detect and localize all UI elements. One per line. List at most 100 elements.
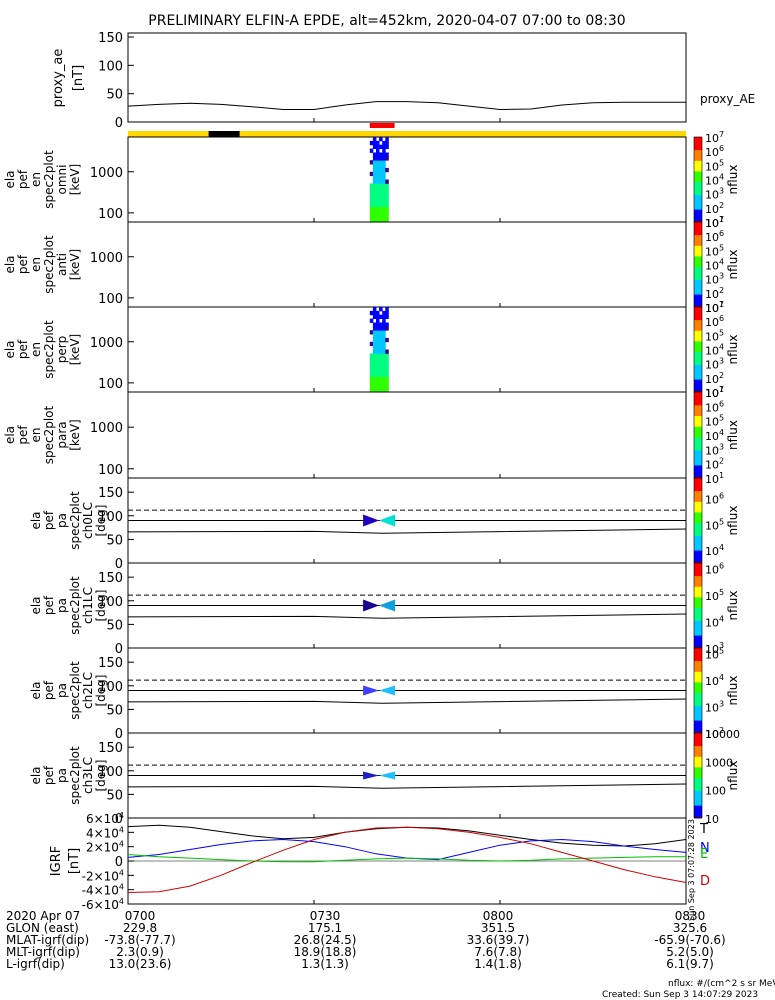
- ch_anti-ylabel-5: [keV]: [68, 249, 82, 280]
- ch3-colorbar-segment: [694, 747, 702, 751]
- ch2-colorbar-segment: [694, 707, 702, 710]
- ch_omni-colorbar-label: nflux: [726, 165, 740, 195]
- ch2-colorbar-segment: [694, 694, 702, 698]
- ch2-ytick-label: 0: [115, 727, 123, 742]
- ch_perp-ytick-label: 100: [98, 377, 123, 392]
- ch0-colorbar-segment: [694, 507, 702, 511]
- ch_omni-colorbar-segment: [694, 185, 702, 189]
- ch_omni-spectrogram-cell: [385, 152, 389, 157]
- ch2-colorbar-tick: 102: [705, 726, 724, 741]
- ch_anti-colorbar-segment: [694, 253, 702, 257]
- ch_perp-colorbar-segment: [694, 309, 702, 312]
- ch2-ytick-label: 50: [106, 703, 123, 718]
- ch_perp-ylabel-0: ela: [3, 340, 17, 358]
- ch_perp-spectrogram-cell: [376, 341, 380, 347]
- ch3-colorbar-segment: [694, 758, 702, 761]
- footer-row-label: L-igrf(dip): [6, 957, 65, 971]
- ch_anti-colorbar-segment: [694, 275, 702, 278]
- ch_perp-spectrogram-cell: [372, 314, 377, 319]
- ch_para-colorbar-segment: [694, 441, 702, 444]
- ch_perp-spectrogram-cell: [385, 310, 389, 316]
- ch2-colorbar-segment: [694, 709, 702, 713]
- ch_anti-colorbar-segment: [694, 300, 702, 304]
- ch3-colorbar-segment: [694, 788, 702, 791]
- ch_perp-spectrogram-cell: [376, 384, 380, 389]
- ch_perp-spectrogram-cell: [369, 330, 374, 335]
- igrf-ylabel-unit: [nT]: [67, 848, 82, 874]
- ch_omni-spectrogram-cell: [372, 171, 377, 177]
- ch_perp-spectrogram-cell: [376, 337, 380, 343]
- ch_para-colorbar-tick: 103: [705, 442, 724, 457]
- ch_omni-colorbar-segment: [694, 158, 702, 161]
- ch_omni-spectrogram-cell: [376, 195, 380, 200]
- ch_perp-spectrogram-cell: [382, 337, 386, 343]
- ch0-ytick-label: 150: [98, 486, 123, 501]
- ch_omni-spectrogram-cell: [382, 148, 386, 153]
- ch2-colorbar-segment: [694, 701, 702, 704]
- ch_omni-spectrogram-cell: [382, 175, 386, 180]
- ch_perp-colorbar-segment: [694, 385, 702, 389]
- ch_omni-colorbar-segment: [694, 139, 702, 142]
- ch_perp-colorbar-segment: [694, 360, 702, 363]
- ch_omni-spectrogram-cell: [369, 187, 374, 192]
- ch3-ylabel-3: spec2plot: [68, 746, 82, 805]
- ch0-colorbar-segment: [694, 514, 702, 517]
- ch_anti-colorbar-segment: [694, 283, 702, 287]
- ch0-colorbar-segment: [694, 492, 702, 496]
- footer-row-value: 229.8: [123, 921, 157, 935]
- ch1-colorbar-segment: [694, 599, 702, 602]
- ch3-pitch-mark-left: [363, 771, 380, 780]
- igrf-ytick-label: 4×104: [86, 825, 124, 840]
- ch_omni-spectrogram-cell: [376, 152, 380, 157]
- ch2-colorbar-segment: [694, 722, 702, 725]
- ch_omni-spectrogram-cell: [385, 202, 389, 207]
- ch_omni-spectrogram-cell: [379, 210, 383, 215]
- ch_omni-spectrogram-cell: [379, 160, 383, 165]
- ch_omni-colorbar-segment: [694, 196, 702, 199]
- ch1-colorbar-segment: [694, 601, 702, 604]
- ch_perp-spectrogram-cell: [379, 372, 383, 377]
- ch_perp-spectrogram-cell: [369, 353, 374, 358]
- ch_anti-colorbar-tick: 104: [705, 258, 724, 273]
- ch2-colorbar-segment: [694, 673, 702, 676]
- ch_anti-colorbar-segment: [694, 279, 702, 282]
- ch_omni-spectrogram-cell: [376, 148, 380, 153]
- ch2-colorbar-segment: [694, 688, 702, 691]
- ch_perp-spectrogram-cell: [369, 384, 374, 389]
- footer-row-value: 13.0(23.6): [109, 957, 172, 971]
- ch_perp-spectrogram-cell: [385, 349, 389, 354]
- ch3-colorbar-segment: [694, 754, 702, 757]
- ch0-pitch-mark-left: [363, 514, 380, 527]
- ch_para-colorbar-tick: 102: [705, 457, 724, 472]
- ch_omni-spectrogram-cell: [372, 214, 377, 219]
- ch0-colorbar-segment: [694, 516, 702, 519]
- ch0-colorbar-segment: [694, 522, 702, 526]
- ch_omni-spectrogram-cell: [372, 164, 377, 169]
- ch1-colorbar-tick: 103: [705, 641, 724, 656]
- ch_anti-colorbar-segment: [694, 249, 702, 253]
- ch1-colorbar-segment: [694, 643, 702, 647]
- ch_perp-colorbar-segment: [694, 383, 702, 386]
- ch_omni-spectrogram-cell: [382, 183, 386, 188]
- ch2-colorbar-segment: [694, 730, 702, 734]
- ch_omni-spectrogram-cell: [372, 210, 377, 215]
- ch_omni-colorbar-segment: [694, 173, 702, 176]
- ch_perp-spectrogram-cell: [372, 380, 377, 385]
- ch_perp-spectrogram-cell: [372, 349, 377, 354]
- ch_anti-colorbar-segment: [694, 285, 702, 289]
- ch_perp-spectrogram-cell: [382, 318, 386, 323]
- ch3-colorbar-segment: [694, 750, 702, 753]
- ch3-colorbar-segment: [694, 767, 702, 770]
- ch_perp-spectrogram-cell: [382, 330, 386, 335]
- panel-frame-ch_perp: [127, 306, 687, 393]
- ch_perp-spectrogram-cell: [385, 376, 389, 381]
- footer-row-value: 33.6(39.7): [467, 933, 530, 947]
- ch0-colorbar-segment: [694, 546, 702, 549]
- ch2-ylabel-4: ch2LC: [81, 672, 95, 709]
- ch1-colorbar-segment: [694, 575, 702, 579]
- ch_omni-colorbar-segment: [694, 156, 702, 159]
- ch_perp-spectrogram-cell: [376, 361, 380, 366]
- ch1-colorbar-segment: [694, 633, 702, 636]
- ch_perp-spectrogram-cell: [376, 349, 380, 354]
- ch1-ytick-label: 50: [106, 618, 123, 633]
